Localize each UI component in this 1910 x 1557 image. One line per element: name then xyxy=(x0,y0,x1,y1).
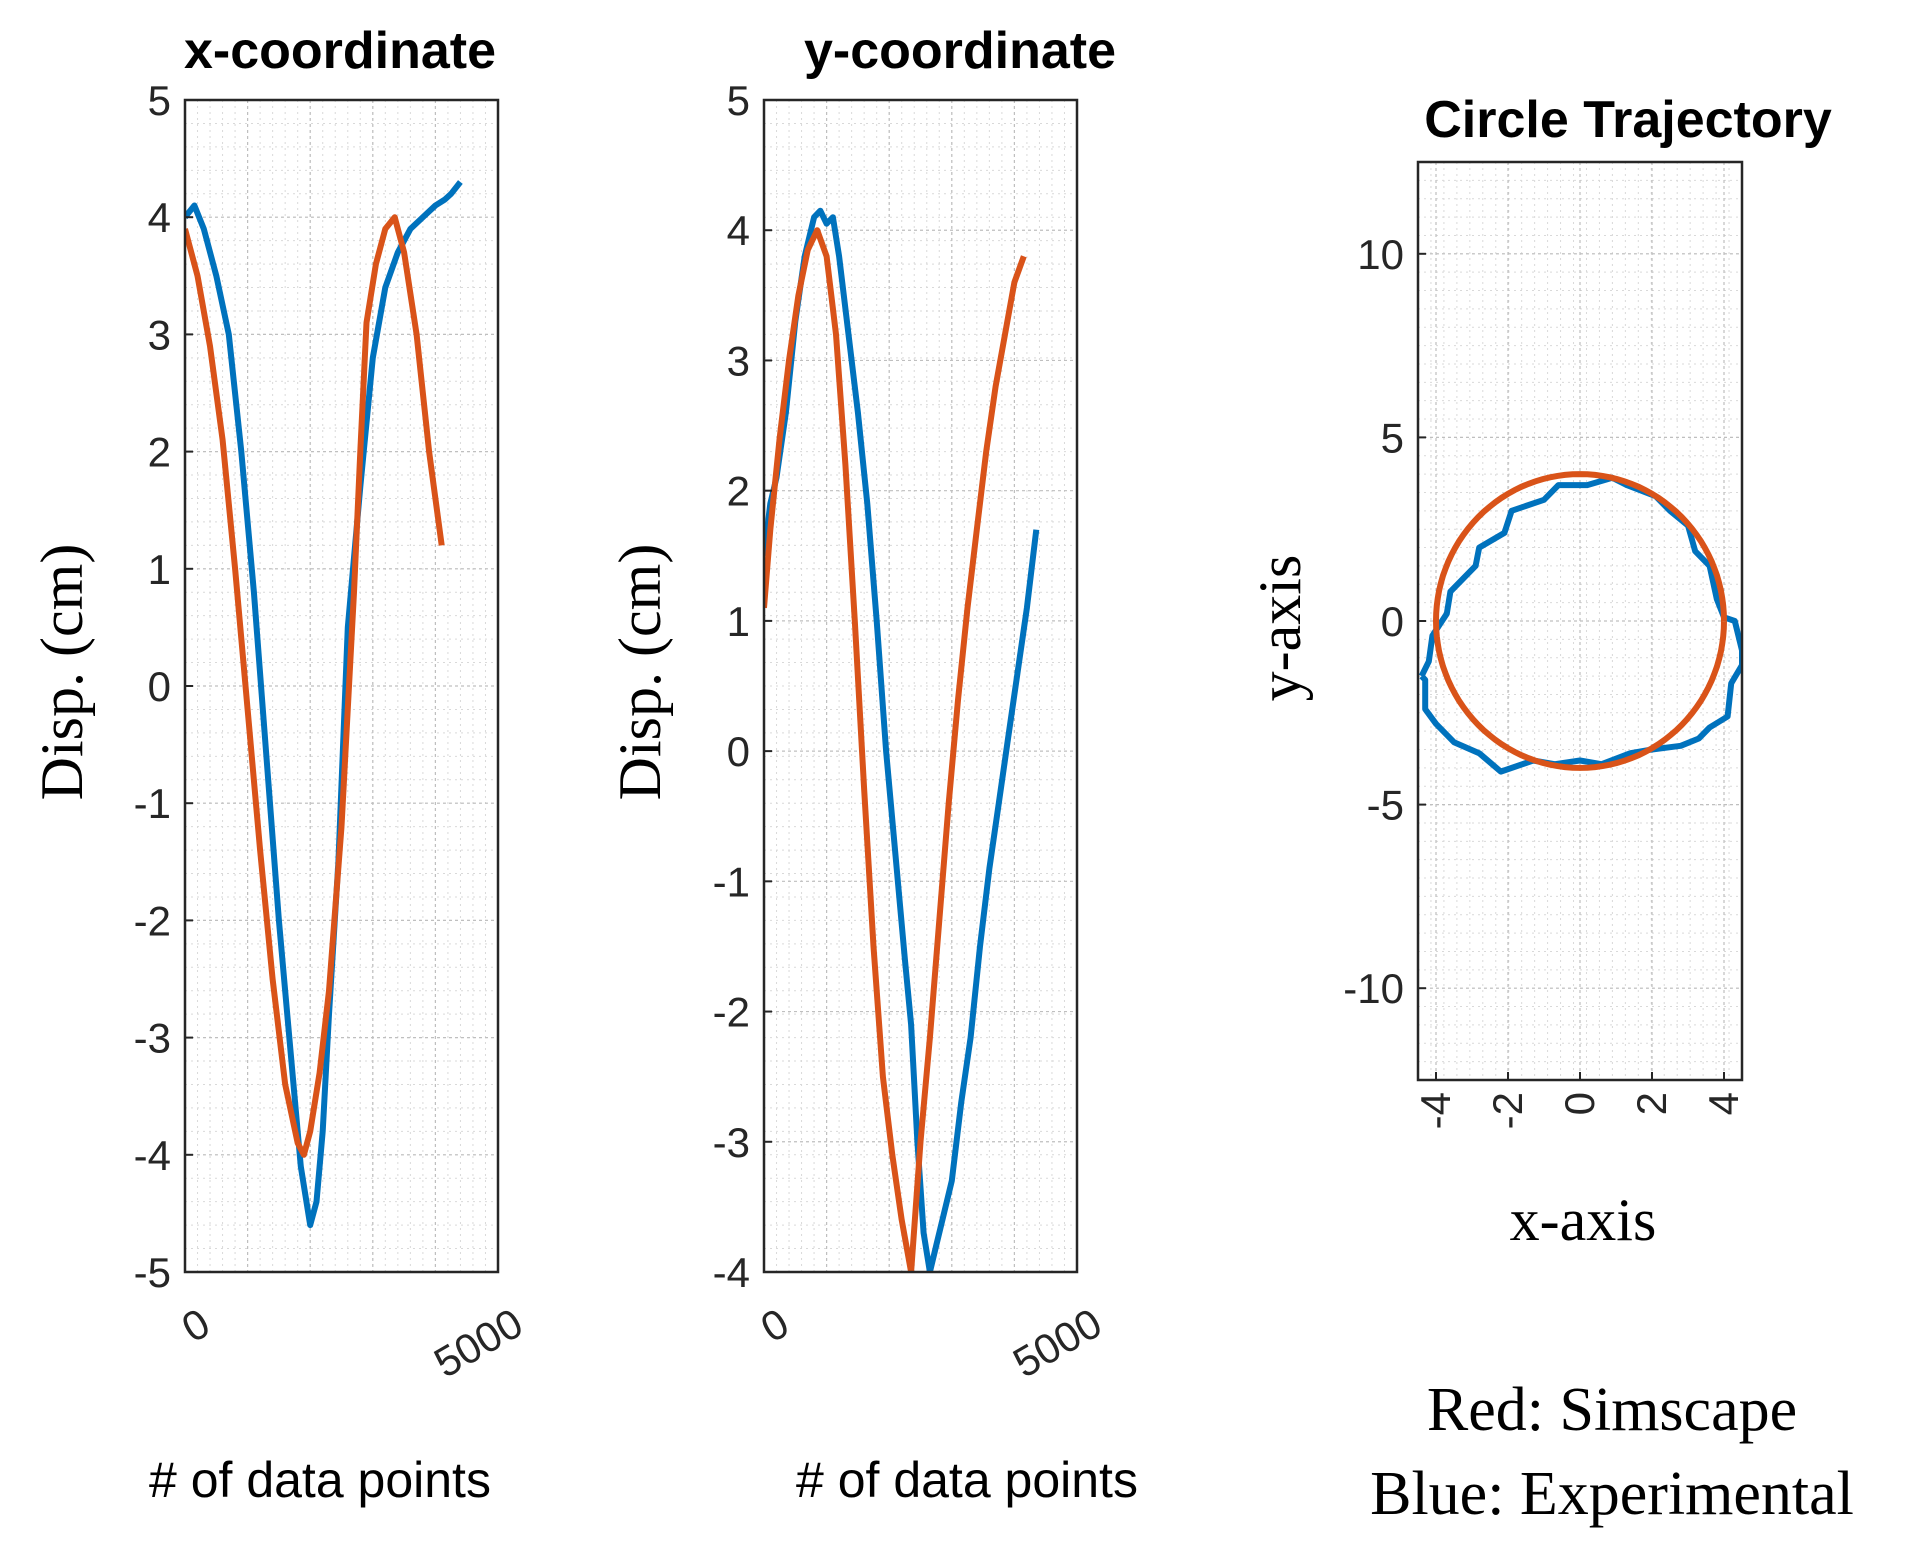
tick-labels: -4 -3 -2 -1 0 1 2 3 4 5 0 5000 xyxy=(713,77,1110,1387)
y-tick-label: -10 xyxy=(1343,965,1404,1012)
y-tick-label: -5 xyxy=(1367,782,1404,829)
y-tick-label: 5 xyxy=(1381,414,1404,461)
y-axis-label: y-axis xyxy=(1247,555,1313,702)
y-tick-label: 5 xyxy=(148,77,171,124)
y-tick-label: 1 xyxy=(727,598,750,645)
y-tick-label: 2 xyxy=(148,429,171,476)
series-experimental xyxy=(1418,474,1742,775)
legend-note: Red: Simscape Blue: Experimental xyxy=(1370,1376,1854,1528)
y-tick-label: -2 xyxy=(134,897,171,944)
grid xyxy=(1418,162,1742,1080)
y-tick-label: 10 xyxy=(1357,231,1404,278)
x-tick-label: -4 xyxy=(1412,1092,1459,1129)
y-tick-label: -5 xyxy=(134,1249,171,1296)
grid xyxy=(184,99,499,1273)
y-tick-label: 3 xyxy=(148,311,171,358)
y-axis-label: Disp. (cm) xyxy=(29,544,95,801)
y-tick-label: 4 xyxy=(148,194,171,241)
plot-circle-trajectory: Circle Trajectory -10 -5 0 5 10 -4 -2 0 2 4 x-axi… xyxy=(1247,91,1832,1253)
curves xyxy=(185,180,463,1229)
y-tick-label: -1 xyxy=(713,858,750,905)
y-tick-label: 0 xyxy=(148,663,171,710)
x-axis-label: x-axis xyxy=(1510,1187,1657,1253)
series-experimental xyxy=(185,180,463,1229)
y-tick-label: -3 xyxy=(713,1119,750,1166)
series-simscape xyxy=(764,227,1027,1272)
tick-labels: -5 -4 -3 -2 -1 0 1 2 3 4 5 0 5000 xyxy=(134,77,531,1387)
y-tick-label: 0 xyxy=(727,728,750,775)
plot-title: x-coordinate xyxy=(184,22,496,80)
y-tick-label: 0 xyxy=(1381,598,1404,645)
x-axis-label: # of data points xyxy=(796,1452,1138,1508)
legend-experimental: Blue: Experimental xyxy=(1370,1460,1854,1528)
plot-x-coordinate: x-coordinate -5 -4 -3 -2 -1 0 1 2 3 4 5 0 5000 # of … xyxy=(29,22,531,1508)
curves xyxy=(1418,471,1742,775)
x-tick-label: 0 xyxy=(753,1299,797,1351)
plot-y-coordinate: y-coordinate -4 -3 -2 -1 0 1 2 3 4 5 0 5000 # of da… xyxy=(607,22,1138,1508)
y-tick-label: -4 xyxy=(134,1132,171,1179)
y-tick-label: -3 xyxy=(134,1015,171,1062)
y-tick-label: 1 xyxy=(148,546,171,593)
x-tick-label: 4 xyxy=(1700,1092,1747,1115)
y-axis-label: Disp. (cm) xyxy=(607,544,673,801)
plot-title: Circle Trajectory xyxy=(1424,91,1832,149)
y-tick-label: 5 xyxy=(727,77,750,124)
x-tick-label: 0 xyxy=(174,1299,218,1351)
x-tick-label: 5000 xyxy=(1005,1299,1109,1386)
legend-simscape: Red: Simscape xyxy=(1427,1376,1797,1444)
x-tick-label: 0 xyxy=(1556,1092,1603,1115)
y-tick-label: 2 xyxy=(727,468,750,515)
plot-title: y-coordinate xyxy=(804,22,1116,80)
grid xyxy=(763,99,1078,1273)
x-tick-label: 2 xyxy=(1628,1092,1675,1115)
y-tick-label: 4 xyxy=(727,207,750,254)
y-tick-label: -2 xyxy=(713,989,750,1036)
series-simscape xyxy=(185,214,445,1158)
series-simscape xyxy=(1432,471,1727,771)
curves xyxy=(764,207,1040,1272)
x-axis-label: # of data points xyxy=(149,1452,491,1508)
tick-labels: -10 -5 0 5 10 -4 -2 0 2 4 xyxy=(1343,231,1747,1130)
y-tick-label: -1 xyxy=(134,780,171,827)
x-tick-label: 5000 xyxy=(426,1299,530,1386)
axes-box xyxy=(762,98,1079,1274)
y-tick-label: -4 xyxy=(713,1249,750,1296)
y-tick-label: 3 xyxy=(727,337,750,384)
x-tick-label: -2 xyxy=(1484,1092,1531,1129)
series-experimental xyxy=(764,207,1040,1272)
